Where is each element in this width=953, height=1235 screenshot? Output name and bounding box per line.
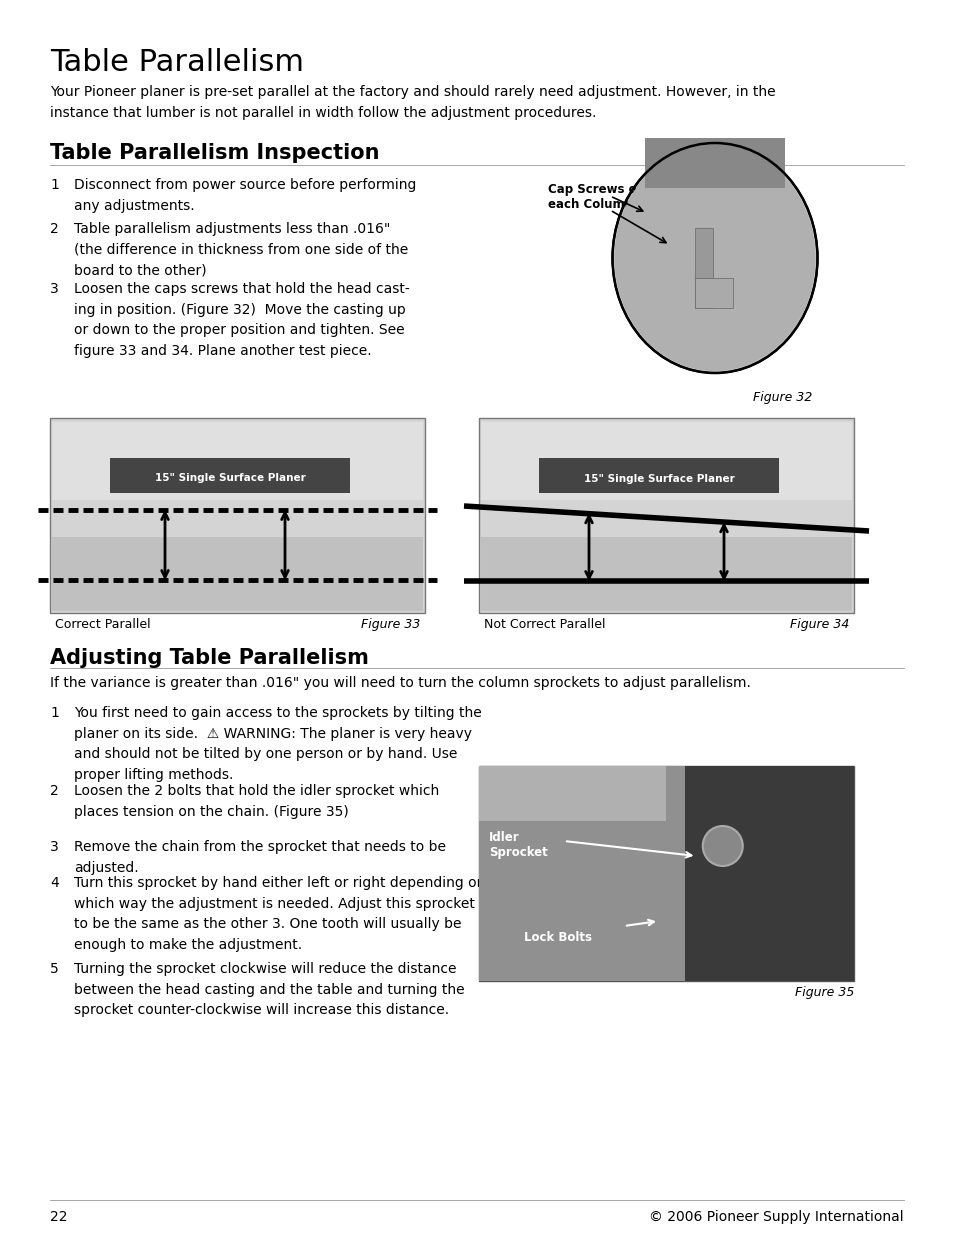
Text: 15" Single Surface Planer: 15" Single Surface Planer [583, 474, 734, 484]
Bar [478, 766, 666, 821]
Bar [478, 766, 684, 981]
Text: Adjusting Table Parallelism: Adjusting Table Parallelism [50, 648, 369, 668]
Text: Turning the sprocket clockwise will reduce the distance
between the head casting: Turning the sprocket clockwise will redu… [74, 962, 464, 1018]
Text: Correct Parallel: Correct Parallel [55, 618, 151, 631]
Text: 4: 4 [50, 876, 59, 890]
Text: 5: 5 [50, 962, 59, 976]
Text: If the variance is greater than .016" you will need to turn the column sprockets: If the variance is greater than .016" yo… [50, 676, 750, 690]
Text: Not Correct Parallel: Not Correct Parallel [483, 618, 605, 631]
Bar [50, 417, 424, 613]
Text: Idler
Sprocket: Idler Sprocket [489, 831, 547, 860]
Text: Table Parallelism Inspection: Table Parallelism Inspection [50, 143, 379, 163]
Bar [684, 766, 853, 981]
Text: 1: 1 [50, 178, 59, 191]
Text: 3: 3 [50, 282, 59, 296]
Text: Remove the chain from the sprocket that needs to be
adjusted.: Remove the chain from the sprocket that … [74, 840, 446, 874]
Text: 2: 2 [50, 222, 59, 236]
Text: You first need to gain access to the sprockets by tilting the
planer on its side: You first need to gain access to the spr… [74, 706, 481, 782]
Circle shape [702, 826, 742, 866]
Ellipse shape [612, 143, 817, 373]
Bar [478, 766, 853, 981]
Text: Lock Bolts: Lock Bolts [523, 931, 592, 944]
Text: Cap Screws on
each Column: Cap Screws on each Column [547, 183, 644, 211]
Text: Figure 35: Figure 35 [794, 986, 853, 999]
Text: 22: 22 [50, 1210, 68, 1224]
Text: 15" Single Surface Planer: 15" Single Surface Planer [154, 473, 305, 483]
Text: Figure 32: Figure 32 [752, 391, 811, 404]
Bar [695, 278, 732, 308]
Text: 1: 1 [50, 706, 59, 720]
Text: Loosen the 2 bolts that hold the idler sprocket which
places tension on the chai: Loosen the 2 bolts that hold the idler s… [74, 784, 438, 819]
Text: 2: 2 [50, 784, 59, 798]
Text: 3: 3 [50, 840, 59, 853]
Text: © 2006 Pioneer Supply International: © 2006 Pioneer Supply International [649, 1210, 903, 1224]
Bar [110, 458, 350, 493]
Text: Loosen the caps screws that hold the head cast-
ing in position. (Figure 32)  Mo: Loosen the caps screws that hold the hea… [74, 282, 410, 358]
Text: Figure 34: Figure 34 [789, 618, 848, 631]
Text: Disconnect from power source before performing
any adjustments.: Disconnect from power source before perf… [74, 178, 416, 212]
Bar [480, 422, 851, 500]
Bar [695, 228, 712, 308]
Bar [538, 458, 779, 493]
Bar [52, 422, 422, 500]
Text: Table parallelism adjustments less than .016"
(the difference in thickness from : Table parallelism adjustments less than … [74, 222, 408, 277]
Bar [480, 537, 851, 611]
Bar [644, 138, 784, 188]
Ellipse shape [614, 144, 815, 370]
Text: Your Pioneer planer is pre-set parallel at the factory and should rarely need ad: Your Pioneer planer is pre-set parallel … [50, 85, 775, 120]
Text: Figure 33: Figure 33 [360, 618, 419, 631]
Bar [52, 537, 422, 611]
Bar [478, 417, 853, 613]
Text: Table Parallelism: Table Parallelism [50, 48, 304, 77]
Text: Turn this sprocket by hand either left or right depending on
which way the adjus: Turn this sprocket by hand either left o… [74, 876, 485, 952]
